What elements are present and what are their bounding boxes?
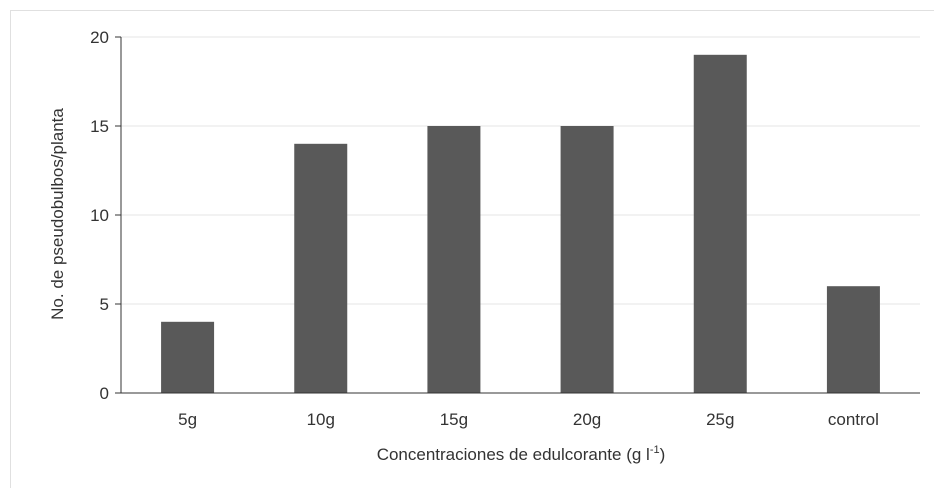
y-tick-label: 0 [100, 384, 109, 403]
bar-5g [161, 321, 215, 393]
x-tick-label: 20g [573, 410, 601, 429]
y-tick-label: 15 [90, 117, 109, 136]
y-tick-label: 10 [90, 206, 109, 225]
bar-control [826, 286, 880, 393]
bar-10g [294, 143, 348, 393]
gridlines [121, 36, 920, 305]
y-tick-label: 5 [100, 295, 109, 314]
x-axis-title-superscript: -1 [650, 444, 660, 456]
x-axis-title-suffix: ) [660, 445, 666, 464]
bar-15g [427, 126, 481, 393]
x-axis-title-main: Concentraciones de edulcorante (g l [377, 445, 650, 464]
bars [161, 54, 880, 394]
y-tick-labels: 0 5 10 15 20 [90, 28, 121, 403]
x-axis-title: Concentraciones de edulcorante (g l-1) [377, 444, 666, 464]
x-tick-label: 10g [307, 410, 335, 429]
x-tick-labels: 5g 10g 15g 20g 25g control [178, 410, 879, 429]
x-tick-label: 15g [440, 410, 468, 429]
bar-25g [693, 54, 747, 394]
y-tick-label: 20 [90, 28, 109, 47]
x-tick-label: control [828, 410, 879, 429]
chart-frame [10, 10, 934, 488]
x-tick-label: 5g [178, 410, 197, 429]
y-axis-title: No. de pseudobulbos/planta [48, 108, 67, 320]
bar-20g [560, 126, 614, 393]
x-tick-label: 25g [706, 410, 734, 429]
